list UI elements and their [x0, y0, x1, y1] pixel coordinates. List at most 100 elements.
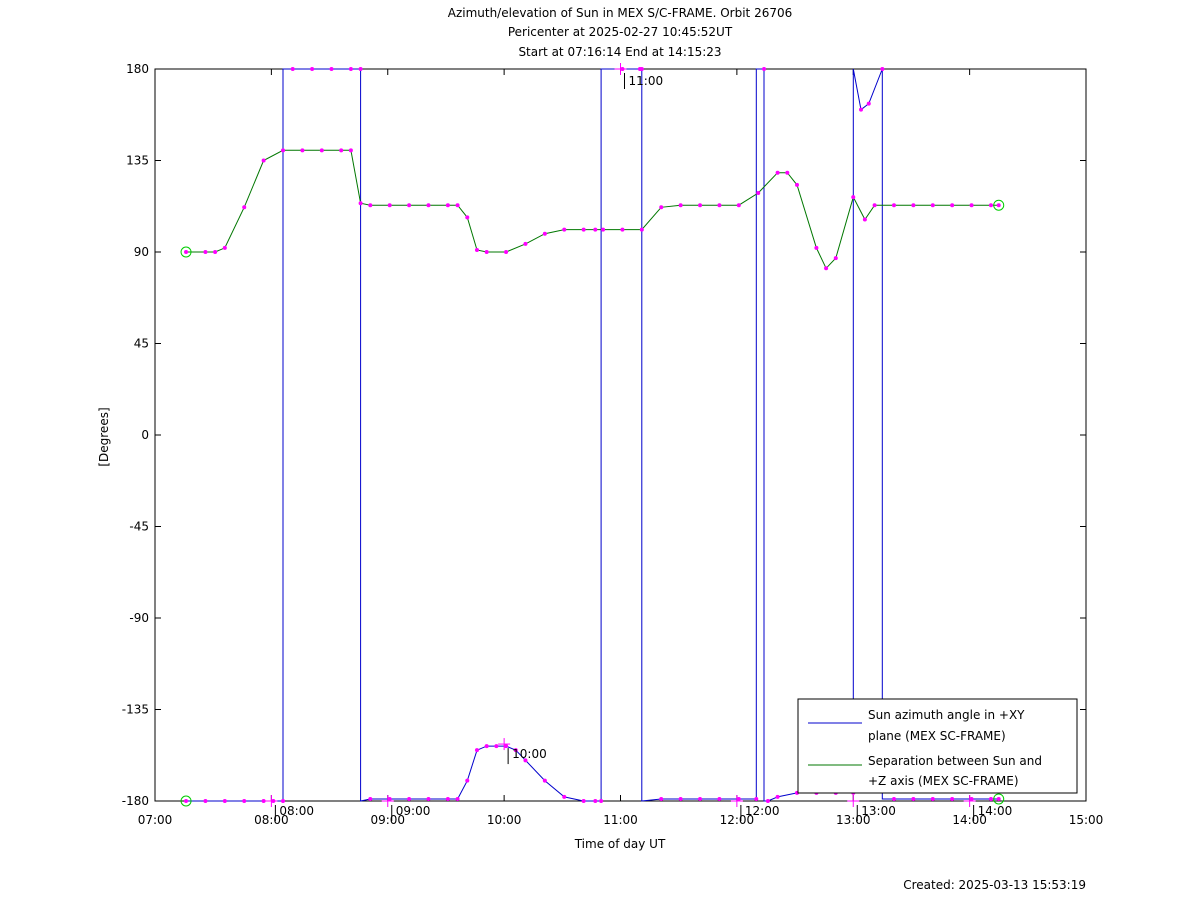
data-point [368, 203, 373, 208]
data-point [184, 250, 189, 254]
data-point [775, 794, 780, 799]
data-point [484, 744, 489, 749]
legend-label-azimuth-line-1: Sun azimuth angle in +XY [868, 708, 1025, 722]
data-point [659, 796, 664, 801]
data-point [562, 794, 567, 799]
data-point [891, 796, 896, 801]
data-point [358, 201, 363, 206]
y-tick-label: -135 [122, 703, 149, 717]
plot-frame [154, 68, 1087, 802]
data-point [329, 67, 334, 71]
x-tick-label: 15:00 [1069, 813, 1104, 827]
data-point [348, 148, 353, 153]
x-tick-label: 14:00 [952, 813, 987, 827]
y-tick-label: -180 [122, 794, 149, 808]
data-point [562, 227, 567, 232]
legend: Sun azimuth angle in +XY plane (MEX SC-F… [797, 698, 1078, 794]
x-tick-label: 08:00 [254, 813, 289, 827]
data-point [795, 182, 800, 187]
data-point [203, 250, 208, 254]
data-point [358, 67, 363, 71]
data-point [988, 796, 993, 801]
chart-title: Azimuth/elevation of Sun in MEX S/C-FRAM… [448, 6, 793, 59]
data-point [445, 203, 450, 208]
data-point [339, 148, 344, 153]
data-point [290, 67, 295, 71]
hour-marker-layer: 08:00 09:00 10:00 11:00 12:00 13:00 14:00 [265, 63, 1012, 821]
end-marker [993, 793, 1005, 805]
data-point [862, 217, 867, 222]
data-point [213, 250, 218, 254]
data-point [445, 796, 450, 801]
data-point [775, 170, 780, 175]
legend-label-separation-line-2: +Z axis (MEX SC-FRAME) [868, 774, 1019, 788]
data-point [523, 241, 528, 246]
data-point [593, 227, 598, 232]
data-point [866, 101, 871, 106]
data-point [698, 203, 703, 208]
data-point [950, 203, 955, 208]
chart-title-line-1: Azimuth/elevation of Sun in MEX S/C-FRAM… [448, 6, 793, 20]
y-tick-label: 90 [134, 245, 149, 259]
data-point [242, 799, 247, 803]
hour-marker-label: 14:00 [978, 804, 1013, 818]
data-point [930, 203, 935, 208]
data-point [824, 266, 829, 271]
data-point [599, 799, 604, 803]
chart-title-line-2: Pericenter at 2025-02-27 10:45:52UT [508, 25, 733, 39]
data-point [310, 67, 315, 71]
x-axis-label: Time of day UT [574, 837, 666, 851]
legend-label-separation-line-1: Separation between Sun and [868, 754, 1042, 768]
legend-box [797, 698, 1078, 794]
chart-title-line-3: Start at 07:16:14 End at 14:15:23 [518, 45, 721, 59]
hour-marker-label: 08:00 [279, 804, 314, 818]
data-point [465, 215, 470, 220]
x-tick-label: 07:00 [138, 813, 173, 827]
data-point [756, 191, 761, 196]
y-tick-label: -90 [129, 611, 149, 625]
data-point [754, 796, 759, 801]
data-point [678, 796, 683, 801]
y-tick-label: 45 [134, 337, 149, 351]
data-point [222, 245, 227, 250]
data-point [911, 203, 916, 208]
data-point [542, 231, 547, 236]
x-tick-label: 10:00 [487, 813, 522, 827]
hour-marker-label: 11:00 [629, 74, 664, 88]
data-point [717, 796, 722, 801]
data-point [242, 205, 247, 210]
data-point [765, 799, 770, 803]
created-timestamp: Created: 2025-03-13 15:53:19 [903, 878, 1086, 892]
data-point [891, 203, 896, 208]
data-point [833, 256, 838, 261]
data-point [717, 203, 722, 208]
data-point [261, 158, 266, 163]
y-tick-label: -45 [129, 520, 149, 534]
data-point [601, 227, 606, 232]
data-point [911, 796, 916, 801]
data-point [785, 170, 790, 175]
hour-marker-label: 13:00 [861, 804, 896, 818]
data-point [930, 796, 935, 801]
hour-marker-label: 10:00 [512, 747, 547, 761]
y-axis-label: [Degrees] [97, 407, 111, 466]
data-point [407, 796, 412, 801]
data-point [484, 250, 489, 254]
data-point [387, 203, 392, 208]
data-point [581, 799, 586, 803]
data-point [504, 744, 509, 749]
data-point [880, 67, 885, 71]
data-point [639, 67, 644, 71]
data-point [996, 203, 1001, 208]
y-axis: 180 135 90 45 0 -45 -90 -135 -180 [122, 62, 1086, 808]
data-point [523, 758, 528, 763]
data-point [281, 799, 286, 803]
x-tick-label: 11:00 [603, 813, 638, 827]
data-point [814, 245, 819, 250]
y-tick-label: 180 [126, 62, 149, 76]
data-point [581, 227, 586, 232]
x-tick-label: 09:00 [370, 813, 405, 827]
data-point [762, 67, 767, 71]
data-point [261, 799, 266, 803]
data-point [407, 203, 412, 208]
